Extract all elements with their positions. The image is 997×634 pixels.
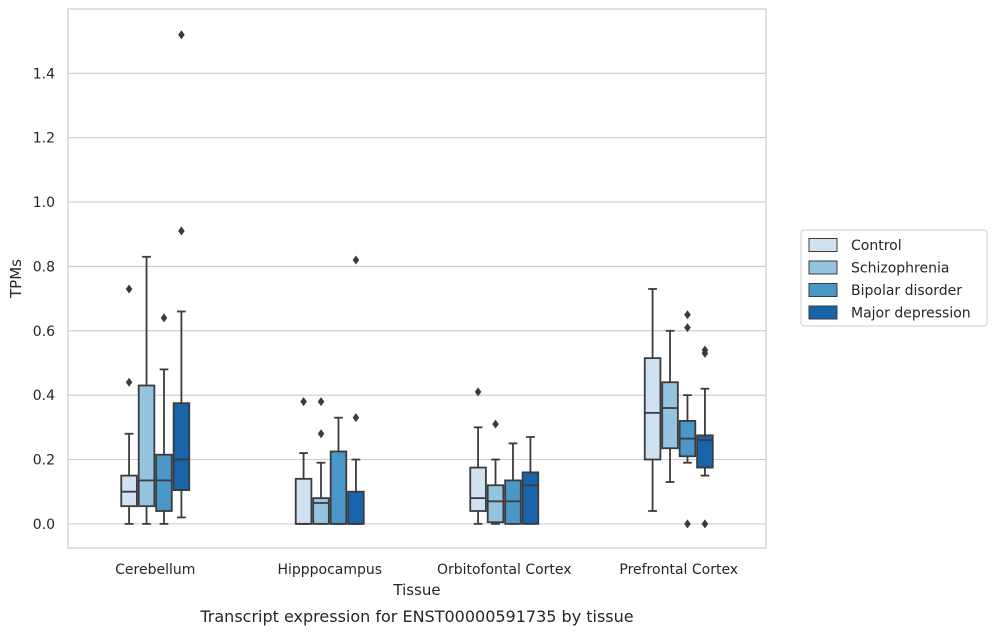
box-group — [120, 284, 138, 525]
legend-frame — [800, 229, 988, 327]
box-rect — [469, 466, 487, 512]
x-tick-label: Hipppocampus — [277, 562, 382, 578]
box-group — [486, 419, 505, 525]
y-tick-label: 0.2 — [33, 453, 55, 469]
y-tick-label: 0.0 — [33, 517, 55, 533]
outlier-point — [317, 397, 325, 407]
box-group — [661, 329, 679, 483]
x-tick-labels: Cerebellum Hipppocampus Orbitofontal Corte… — [115, 562, 738, 578]
outlier-point — [492, 419, 499, 429]
box-rect — [486, 484, 505, 524]
y-tick-label: 0.8 — [33, 259, 55, 275]
box-group — [312, 397, 330, 525]
box-group — [347, 255, 365, 525]
outlier-point — [317, 429, 325, 439]
outlier-point — [300, 397, 307, 407]
legend-swatch — [808, 238, 838, 252]
box-rect — [661, 381, 679, 450]
outlier-point — [684, 519, 691, 529]
y-tick-label: 1.2 — [33, 131, 55, 147]
legend-swatch — [808, 260, 838, 275]
legend-label: Control — [851, 238, 902, 254]
outlier-point — [352, 413, 360, 423]
x-axis-label: Tissue — [392, 581, 440, 599]
box-group — [172, 30, 191, 519]
box-rect — [172, 402, 191, 491]
box-rect — [312, 497, 330, 525]
outlier-point — [474, 387, 482, 397]
y-tick-label: 1.0 — [33, 195, 55, 211]
legend: Control Schizophrenia Bipolar disorder Majo… — [800, 229, 988, 327]
outlier-point — [160, 313, 168, 323]
box-rect — [643, 357, 662, 461]
outlier-point — [178, 226, 185, 236]
box-group — [696, 345, 714, 529]
box-group — [504, 442, 522, 525]
outlier-point — [701, 519, 709, 529]
chart-caption: Transcript expression for ENST0000059173… — [199, 607, 633, 626]
box-group — [678, 310, 697, 529]
legend-label: Schizophrenia — [851, 261, 949, 277]
box-rect — [294, 477, 313, 525]
legend-swatch — [808, 283, 838, 297]
legend-label: Bipolar disorder — [851, 283, 962, 299]
box-rect — [696, 434, 714, 469]
box-group — [521, 436, 540, 525]
outlier-point — [701, 345, 709, 355]
box-group — [329, 416, 348, 525]
plot-frame — [67, 8, 767, 549]
outlier-point — [684, 323, 691, 333]
y-tick-label: 0.4 — [33, 388, 55, 404]
box-rect — [329, 450, 348, 525]
legend-label: Major depression — [851, 306, 971, 322]
outlier-point — [125, 377, 133, 387]
outlier-point — [684, 310, 691, 320]
x-tick-label: Cerebellum — [115, 562, 195, 578]
x-tick-label: Prefrontal Cortex — [619, 562, 738, 578]
y-tick-label: 1.4 — [33, 66, 55, 82]
y-tick-label: 0.6 — [33, 324, 55, 340]
box-rect — [521, 471, 540, 525]
box-rect — [155, 453, 173, 512]
outlier-point — [178, 30, 185, 40]
outlier-point — [125, 284, 133, 294]
x-tick-label: Orbitofontal Cortex — [437, 562, 572, 578]
y-tick-labels: 0.0 0.2 0.4 0.6 0.8 1.0 1.2 1.4 — [33, 66, 55, 533]
box-group — [643, 288, 662, 512]
box-series-layer — [120, 30, 714, 529]
box-rect — [347, 490, 365, 525]
legend-swatch — [808, 305, 838, 320]
box-group — [469, 387, 487, 525]
box-group — [137, 255, 156, 525]
box-group — [294, 397, 313, 525]
box-rect — [137, 384, 156, 508]
outlier-point — [352, 255, 360, 265]
box-group — [155, 313, 173, 525]
y-axis-label: TPMs — [7, 259, 25, 299]
